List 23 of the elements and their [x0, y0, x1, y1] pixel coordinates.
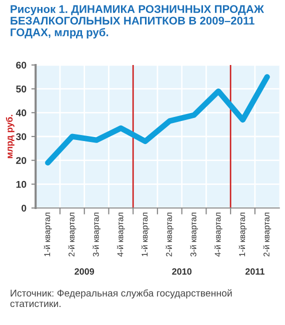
- x-tick-label: 3-й квартал: [92, 212, 100, 257]
- y-tick-label: 30: [16, 133, 26, 140]
- x-tick-label: 2-й квартал: [166, 212, 174, 256]
- text: Источник: Федеральная служба государственной статистики.: [10, 289, 232, 308]
- y-axis-title: млрд руб.: [6, 114, 14, 158]
- x-tick-label: 1-й квартал: [141, 212, 150, 256]
- chart-title: Рисунок 1. ДИНАМИКА РОЗНИЧНЫХ ПРОДАЖ БЕЗАЛКОГОЛЬНЫХ НАПИТКОВ В 2009–2011 ГОДАХ, млрд руб.: [10, 5, 264, 38]
- y-tick-label: 40: [16, 109, 26, 116]
- y-tick-label: 60: [16, 62, 26, 69]
- x-tick-label: 1-й квартал: [238, 212, 247, 256]
- x-tick-label: 1-й квартал: [44, 212, 52, 256]
- x-tick-label: 3-й квартал: [190, 212, 198, 257]
- y-tick-label: 20: [16, 157, 26, 164]
- x-tick-label: 2-й квартал: [68, 212, 76, 256]
- x-tick-label: 4-й квартал: [214, 212, 222, 257]
- y-tick-label: 50: [16, 86, 26, 92]
- x-tick-label: 2-й квартал: [263, 212, 272, 256]
- text: 2011: [245, 268, 264, 275]
- text: 2010: [172, 268, 192, 275]
- y-tick-label: 10: [16, 180, 26, 188]
- y-tick-label: 0: [22, 204, 26, 212]
- text: 2009: [74, 268, 94, 275]
- x-tick-label: 4-й квартал: [116, 212, 125, 257]
